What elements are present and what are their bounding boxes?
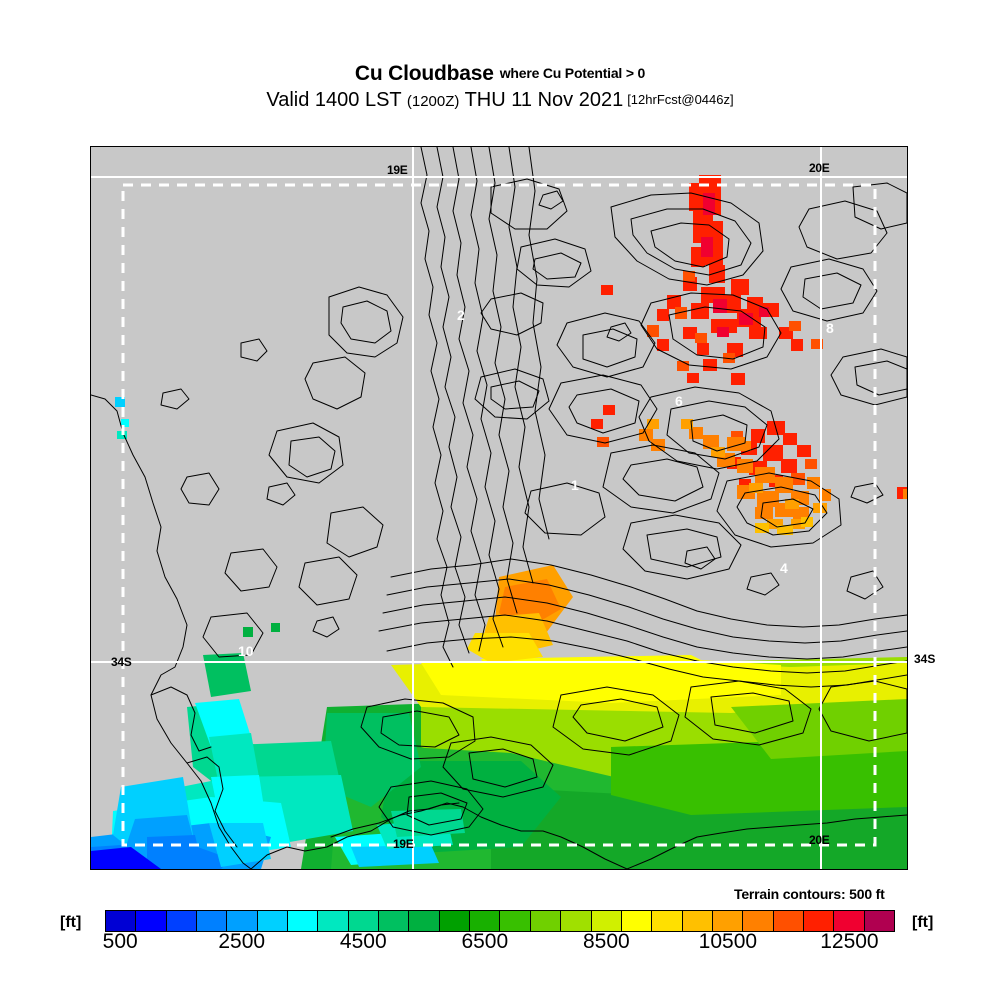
colorbar-segment (743, 911, 774, 931)
axis-label-20e-bottom: 20E (809, 833, 830, 847)
colorbar-tick-10500: 10500 (698, 930, 758, 953)
colorbar-segment (652, 911, 683, 931)
valid-time-label: Valid 1400 LST (266, 89, 402, 111)
colorbar-segment (288, 911, 319, 931)
colorbar-segment (379, 911, 410, 931)
chart-title-block: Cu Cloudbase where Cu Potential > 0 Valid… (0, 62, 1000, 115)
station-label-8: 8 (826, 320, 834, 336)
title-condition: where Cu Potential > 0 (499, 65, 646, 81)
station-label-4: 4 (780, 560, 788, 576)
map-raster (91, 147, 907, 869)
terrain-contour-note: Terrain contours: 500 ft (734, 886, 885, 902)
axis-label-19e-top: 19E (387, 163, 408, 177)
colorbar-segment (197, 911, 228, 931)
axis-label-19e-bottom: 19E (393, 837, 414, 851)
colorbar-segment (227, 911, 258, 931)
colorbar-segment (136, 911, 167, 931)
colorbar-segment (773, 911, 804, 931)
colorbar-segment (470, 911, 501, 931)
colorbar-tick-12500: 12500 (820, 930, 879, 953)
colorbar-tick-4500: 4500 (339, 930, 387, 953)
colorbar-tick-500: 500 (102, 930, 138, 953)
title-line-1: Cu Cloudbase where Cu Potential > 0 (0, 62, 1000, 87)
colorbar-segment (257, 911, 289, 931)
axis-label-34s-left: 34S (111, 655, 132, 669)
colorbar-segment (834, 911, 865, 931)
colorbar-segment (500, 911, 531, 931)
colorbar-segment (864, 911, 894, 931)
station-label-10: 10 (238, 643, 254, 659)
valid-date-label: THU 11 Nov 2021 (464, 89, 624, 111)
map-panel[interactable]: 19E 20E 19E 20E 34S 2 1 6 8 4 10 (90, 146, 908, 870)
forecast-tag-label: [12hrFcst@0446z] (627, 92, 734, 107)
colorbar-unit-left: [ft] (60, 914, 82, 931)
colorbar-segment (803, 911, 835, 931)
colorbar-unit-right: [ft] (912, 914, 934, 931)
page-title: Cu Cloudbase (354, 62, 494, 85)
title-line-2: Valid 1400 LST (1200Z) THU 11 Nov 2021 [1… (0, 87, 1000, 115)
colorbar-segment (348, 911, 380, 931)
colorbar-segment (318, 911, 349, 931)
colorbar-segment (621, 911, 653, 931)
colorbar-segment (166, 911, 198, 931)
colorbar-segment (439, 911, 471, 931)
colorbar-segment (682, 911, 713, 931)
colorbar-segment (591, 911, 622, 931)
station-label-6: 6 (675, 393, 683, 409)
colorbar[interactable] (105, 910, 895, 932)
colorbar-segment (106, 911, 137, 931)
colorbar-tick-2500: 2500 (218, 930, 266, 953)
axis-label-34s-right: 34S (914, 652, 936, 666)
colorbar-tick-6500: 6500 (461, 930, 509, 953)
colorbar-tick-8500: 8500 (582, 930, 630, 953)
station-label-1: 1 (571, 477, 579, 493)
colorbar-segment (530, 911, 562, 931)
axis-label-20e-top: 20E (809, 161, 830, 175)
valid-utc-label: (1200Z) (406, 93, 460, 110)
station-label-2: 2 (457, 307, 465, 323)
colorbar-segment (409, 911, 440, 931)
colorbar-segment (561, 911, 592, 931)
colorbar-segment (712, 911, 744, 931)
